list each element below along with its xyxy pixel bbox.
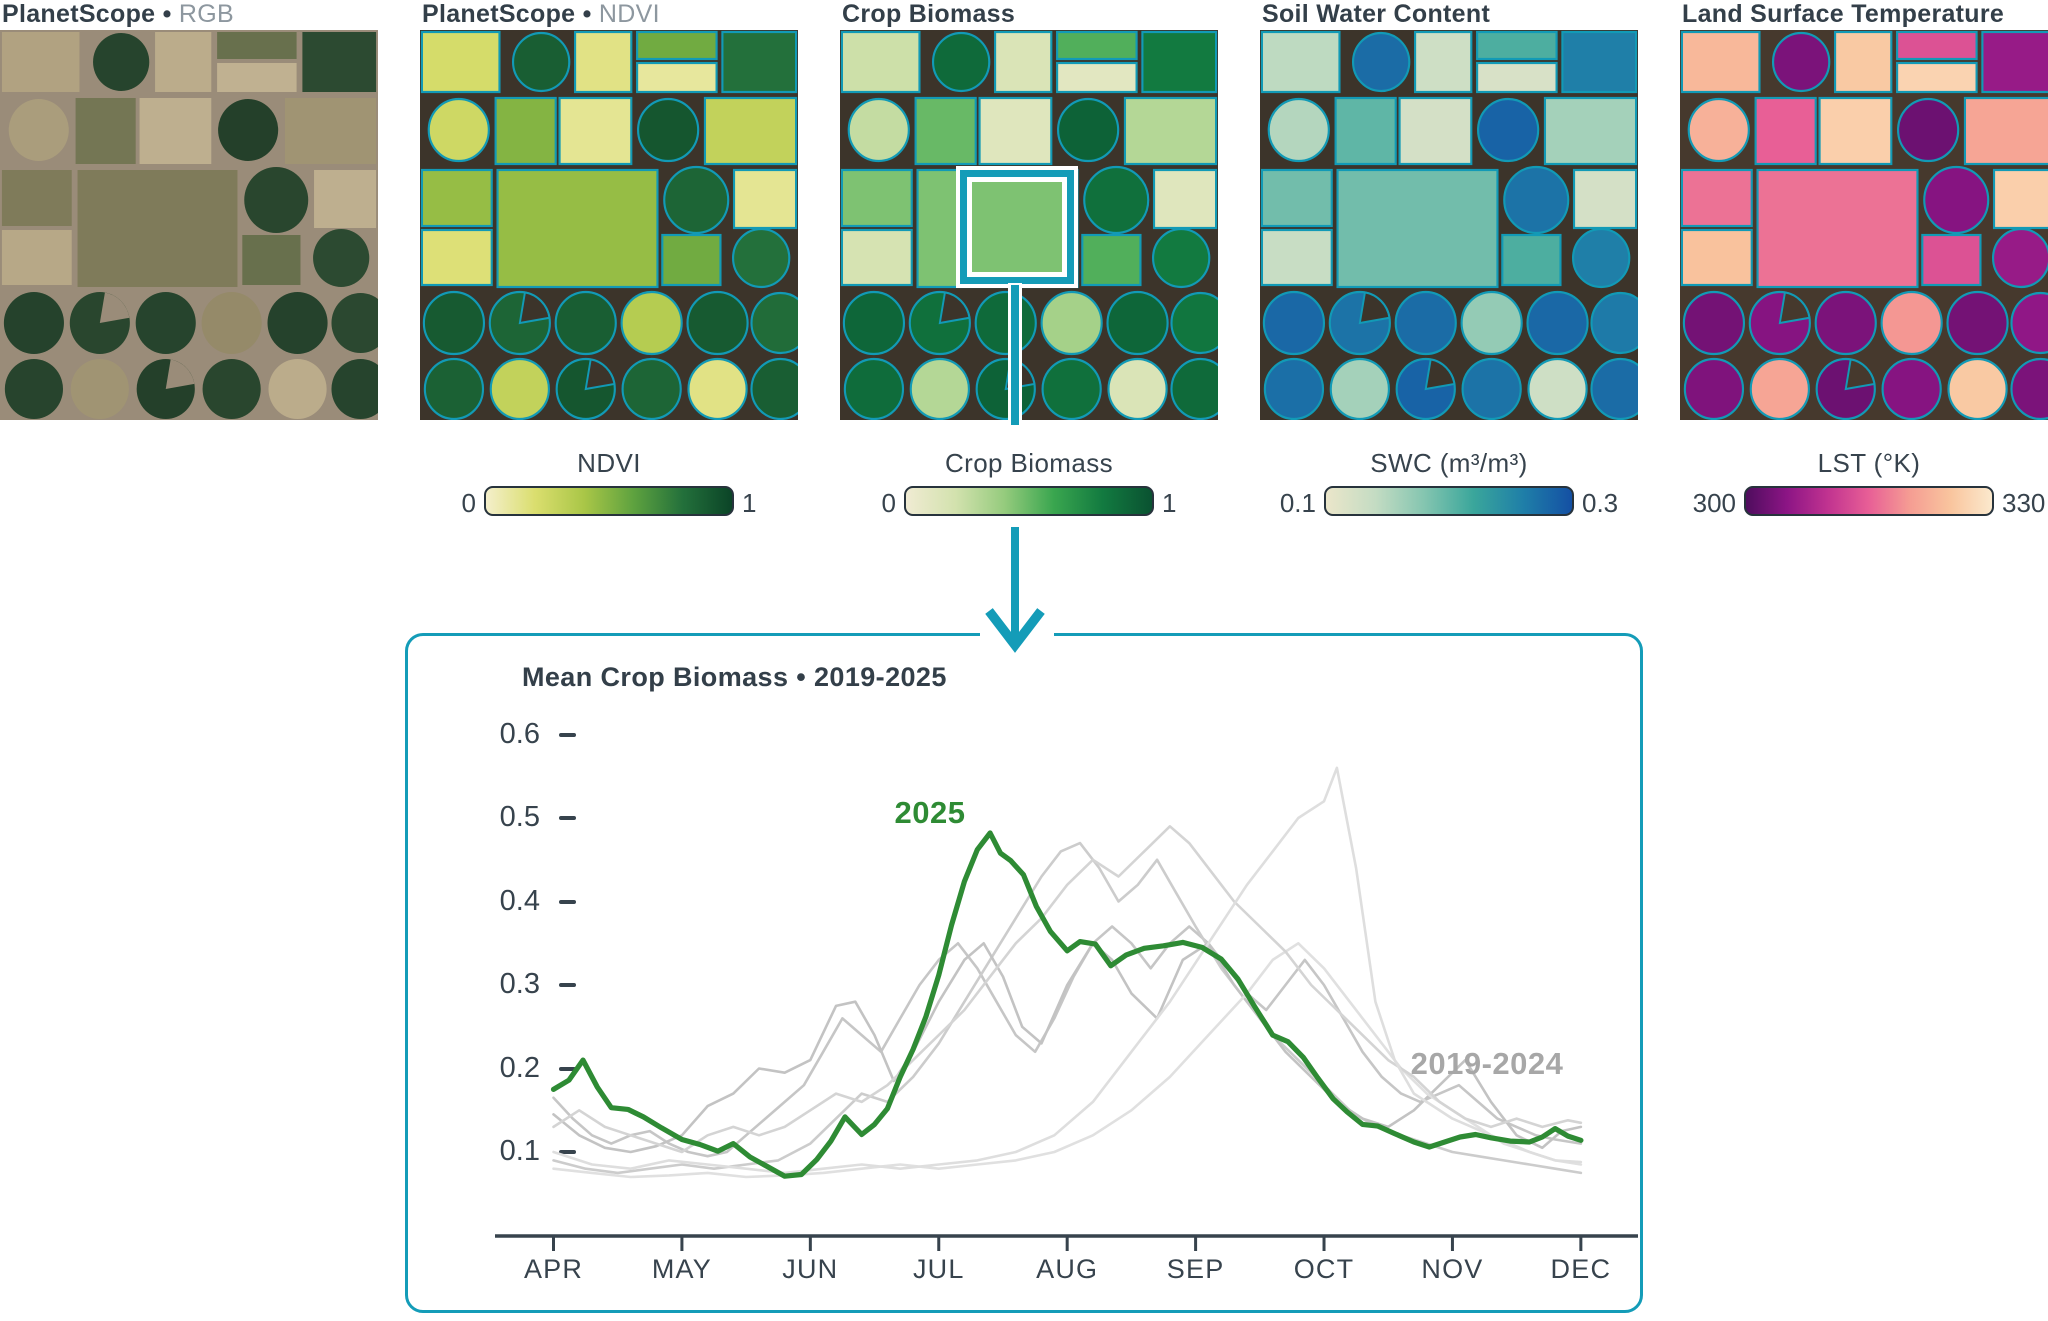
satellite-panel-crop-biomass: Crop Biomass	[840, 0, 1218, 420]
x-tick-label-oct: OCT	[1293, 1254, 1355, 1284]
panel-title-main: Soil Water Content	[1262, 0, 1491, 28]
panel-title-planetscope-rgb: PlanetScope • RGB	[2, 0, 234, 29]
y-tick-mark	[559, 1066, 576, 1071]
biomass-line-chart	[495, 766, 1638, 1251]
panel-title-subtitle: RGB	[178, 0, 234, 28]
x-tick-label-aug: AUG	[1036, 1254, 1099, 1284]
chart-title: Mean Crop Biomass • 2019-2025	[522, 662, 947, 692]
y-tick-label: 0.5	[499, 801, 540, 833]
satellite-panel-land-surface-temperature: Land Surface Temperature	[1680, 0, 2048, 420]
colorbar-gradient	[484, 486, 734, 516]
y-tick-label: 0.1	[499, 1135, 540, 1167]
y-tick-label: 0.4	[499, 884, 540, 917]
colorbar-gradient	[1744, 486, 1994, 516]
panel-title-main: PlanetScope	[422, 0, 576, 28]
colorbar-label: LST (°K)	[1817, 448, 1921, 478]
colorbar-max-value: 1	[1162, 488, 1177, 518]
colorbar-gradient	[904, 486, 1154, 516]
panel-title-soil-water-content: Soil Water Content	[1262, 0, 1490, 29]
series-label-2025: 2025	[894, 795, 966, 830]
satellite-panel-soil-water-content: Soil Water Content	[1260, 0, 1638, 420]
down-arrow-icon	[980, 283, 1054, 653]
satellite-image-crop-biomass	[840, 30, 1218, 420]
y-tick-label: 0.3	[499, 968, 540, 1000]
colorbar-label: NDVI	[577, 448, 641, 478]
x-tick-label-nov: NOV	[1421, 1254, 1484, 1284]
x-tick-label-may: MAY	[651, 1254, 712, 1284]
y-tick-mark	[559, 816, 576, 820]
satellite-image-planetscope-rgb	[0, 30, 378, 420]
x-tick-label-apr: APR	[523, 1254, 584, 1284]
satellite-panel-planetscope-ndvi: PlanetScope • NDVI	[420, 0, 798, 420]
panel-title-subtitle: NDVI	[598, 0, 660, 28]
y-tick-label: 0.2	[499, 1051, 540, 1084]
colorbar-min-value: 0.1	[1279, 488, 1316, 518]
panel-title-main: PlanetScope	[2, 0, 156, 28]
series-line-2021	[552, 941, 1583, 1154]
series-line-2019	[552, 925, 1583, 1158]
series-label-2019-2024: 2019-2024	[1410, 1046, 1564, 1081]
panel-title-crop-biomass: Crop Biomass	[842, 0, 1015, 29]
panel-title-main: Crop Biomass	[842, 0, 1016, 28]
colorbar-max-value: 0.3	[1582, 488, 1619, 518]
chart-card	[405, 633, 1643, 1313]
y-tick-mark	[559, 899, 576, 904]
colorbar-min-value: 0	[461, 488, 476, 518]
x-tick-label-jun: JUN	[782, 1254, 839, 1284]
satellite-image-land-surface-temperature	[1680, 30, 2048, 420]
y-tick-label: 0.6	[499, 717, 540, 750]
y-tick-mark	[559, 732, 576, 737]
satellite-image-planetscope-ndvi	[420, 30, 798, 420]
field-highlight-box	[960, 170, 1074, 284]
panel-title-separator: •	[575, 0, 599, 28]
colorbar-min-value: 0	[881, 488, 896, 518]
y-tick-mark	[559, 983, 576, 987]
colorbar-min-value: 300	[1692, 488, 1736, 518]
colorbar-label: SWC (m³/m³)	[1370, 448, 1528, 478]
x-tick-label-dec: DEC	[1550, 1254, 1612, 1284]
series-line-2023	[552, 825, 1583, 1154]
satellite-image-soil-water-content	[1260, 30, 1638, 420]
x-tick-label-sep: SEP	[1166, 1254, 1225, 1284]
y-tick-mark	[559, 1150, 576, 1154]
field-highlight-box-inner	[967, 177, 1067, 277]
panel-title-separator: •	[155, 0, 179, 28]
panel-title-land-surface-temperature: Land Surface Temperature	[1682, 0, 2004, 29]
satellite-panel-planetscope-rgb: PlanetScope • RGB	[0, 0, 378, 420]
x-tick-label-jul: JUL	[912, 1254, 965, 1284]
colorbar-max-value: 330	[2002, 488, 2046, 518]
panel-title-planetscope-ndvi: PlanetScope • NDVI	[422, 0, 660, 29]
series-line-2024	[552, 766, 1583, 1175]
panel-title-main: Land Surface Temperature	[1682, 0, 2005, 28]
colorbar-label: Crop Biomass	[944, 448, 1114, 478]
colorbar-max-value: 1	[742, 488, 757, 518]
colorbar-gradient	[1324, 486, 1574, 516]
series-line-2025	[550, 830, 1584, 1179]
